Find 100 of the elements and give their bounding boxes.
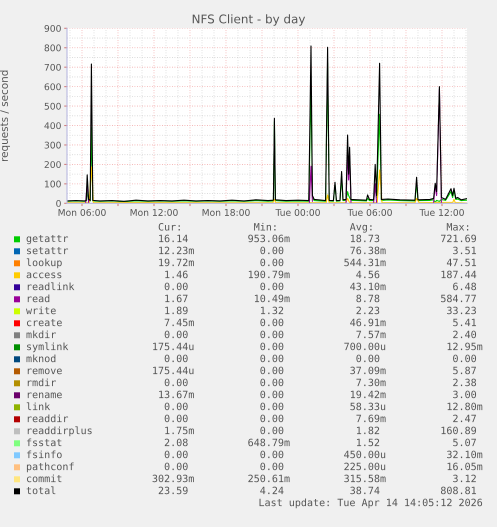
text: 0.00 (164, 354, 188, 362)
text: 0.00 (164, 450, 188, 458)
legend-label: pathconf (26, 462, 74, 472)
text: 4.56 (356, 270, 380, 278)
text: 19.72m (159, 258, 194, 266)
x-tick-label: Tue 06:00 (347, 209, 392, 216)
text: 544.31m (344, 258, 386, 266)
text: 32.10m (447, 450, 482, 458)
text: 8.78 (356, 294, 380, 302)
text: 23.59 (158, 486, 188, 494)
legend-label: write (26, 306, 56, 314)
text: 47.51 (446, 258, 476, 266)
text: 0.00 (164, 282, 188, 290)
text: 2.23 (356, 306, 380, 314)
y-tick-label: 900 (44, 24, 61, 32)
text: 250.61m (248, 474, 290, 482)
text: 0.00 (260, 366, 284, 374)
y-tick-label: 400 (44, 122, 61, 130)
text: 46.91m (350, 318, 386, 326)
text: 190.79m (248, 270, 290, 278)
text: 38.74 (350, 486, 380, 494)
text: 76.38m (350, 246, 386, 254)
text: 16.14 (159, 234, 188, 242)
text: 808.81 (440, 486, 476, 494)
text: 7.45m (164, 318, 194, 326)
legend-label: fsstat (26, 438, 62, 446)
text: 1.32 (260, 306, 284, 314)
text: 0.00 (260, 258, 284, 266)
text: 175.44u (153, 366, 194, 374)
text: Last update: Tue Apr 14 14:05:12 2026 (260, 498, 482, 508)
text: 7.69m (356, 414, 386, 422)
text: Min: (254, 222, 276, 231)
legend-label: readlink (28, 282, 74, 290)
text: 0.00 (260, 462, 284, 470)
legend-label: mknod (26, 354, 56, 362)
text: 302.93m (152, 474, 194, 482)
y-tick-label: 600 (44, 83, 61, 90)
text: 43.10m (350, 282, 386, 290)
legend-label: access (26, 272, 62, 278)
text: 58.33u (350, 402, 386, 410)
legend-label: rename (28, 392, 62, 398)
text: Avg: (350, 223, 372, 233)
legend-label: rmdir (28, 378, 56, 386)
text: 584.77 (441, 294, 476, 302)
text: 160.89 (442, 426, 476, 434)
legend-label: readdirplus (28, 426, 92, 436)
legend-label: fsinfo (26, 450, 62, 458)
chart-title: NFS Client - by day (192, 14, 306, 26)
text: 0.00 (356, 354, 380, 362)
legend-label: mkdir (26, 330, 56, 338)
legend-label: getattr (26, 234, 68, 244)
text: 0.00 (260, 282, 284, 290)
x-tick-label: Mon 12:00 (130, 209, 178, 216)
x-tick-label: Mon 18:00 (202, 209, 250, 216)
y-tick-label: 0 (56, 200, 61, 207)
text: 33.23 (447, 306, 476, 314)
text: 12.23m (159, 246, 194, 254)
text: Cur: (158, 223, 180, 231)
text: 2.08 (164, 438, 188, 446)
text: 3.00 (453, 390, 476, 398)
text: 0.00 (164, 330, 188, 338)
text: 12.95m (448, 342, 482, 350)
text: 7.57m (356, 330, 386, 338)
text: 12.80m (448, 402, 482, 410)
text: 0.00 (260, 450, 284, 458)
y-tick-label: 100 (44, 180, 61, 188)
text: 0.00 (260, 354, 284, 362)
text: 0.00 (260, 342, 284, 350)
text: 0.00 (164, 378, 188, 386)
text: 0.00 (260, 414, 284, 422)
text: 3.51 (453, 246, 476, 254)
text: 648.79m (248, 438, 290, 446)
text: 1.89 (165, 306, 188, 314)
text: 19.42m (350, 390, 386, 398)
text: 187.44 (442, 270, 476, 278)
text: 225.00u (344, 462, 386, 470)
text: 0.00 (260, 378, 284, 386)
legend-label: readdir (28, 414, 68, 422)
text: 18.73 (350, 234, 380, 242)
text: 0.00 (260, 426, 284, 434)
text: 3.12 (453, 474, 476, 482)
text: 0.00 (164, 402, 188, 410)
y-tick-label: 700 (44, 64, 61, 71)
legend-label: setattr (27, 247, 68, 254)
text: 175.44u (153, 342, 194, 350)
y-tick-label: 300 (44, 142, 61, 149)
text: 1.75m (165, 426, 194, 434)
legend-label: lookup (26, 258, 62, 268)
text: 0.00 (164, 414, 188, 422)
y-tick-label: 800 (44, 44, 61, 52)
text: 721.69 (441, 234, 476, 242)
legend-label: create (26, 319, 62, 326)
text: 10.49m (254, 294, 290, 302)
text: 1.82 (356, 426, 380, 434)
text: 37.09m (350, 366, 386, 374)
text: 5.41 (453, 318, 476, 326)
text: 16.05m (448, 462, 482, 470)
y-tick-label: 200 (44, 161, 61, 168)
text: 0.00 (260, 390, 284, 398)
text: 0.00 (453, 354, 476, 362)
